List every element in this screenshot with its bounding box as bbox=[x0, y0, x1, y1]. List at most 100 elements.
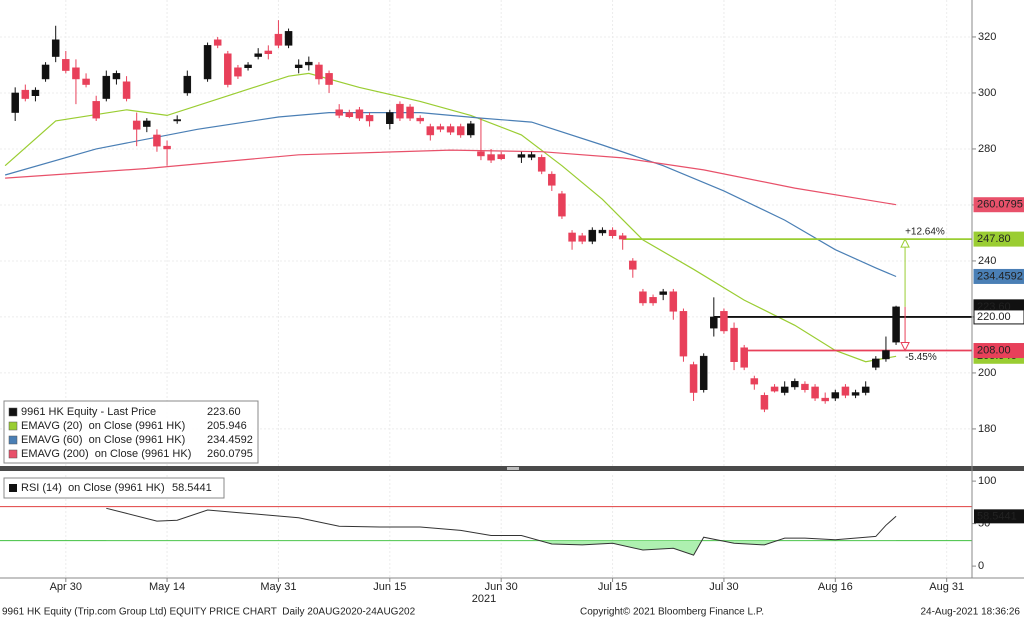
candle-body bbox=[679, 311, 688, 357]
candle-body bbox=[406, 106, 414, 119]
candle-body bbox=[62, 59, 70, 71]
candle-body bbox=[305, 61, 313, 66]
arrow-head bbox=[900, 342, 910, 352]
candle-body bbox=[578, 235, 586, 242]
rsi-oversold-area bbox=[539, 540, 778, 556]
x-tick-label: Jun 30 bbox=[485, 581, 518, 593]
x-tick-label: May 31 bbox=[260, 581, 296, 593]
candle-body bbox=[811, 386, 819, 399]
candle-body bbox=[730, 327, 738, 362]
candle-body bbox=[689, 364, 698, 393]
x-tick-label: Jul 15 bbox=[598, 581, 627, 593]
legend-label: RSI (14) on Close (9961 HK) bbox=[21, 482, 165, 494]
y-tick-label: 200 bbox=[978, 367, 996, 379]
candle-body bbox=[861, 386, 870, 393]
candle-body bbox=[325, 73, 333, 85]
candle-body bbox=[365, 115, 374, 122]
candle-body bbox=[132, 120, 141, 130]
candle-body bbox=[467, 123, 475, 136]
legend-swatch bbox=[8, 421, 18, 431]
candle-body bbox=[112, 73, 121, 80]
candle-body bbox=[639, 291, 647, 304]
x-tick-label: Aug 16 bbox=[818, 581, 853, 593]
candle-body bbox=[264, 50, 273, 55]
legend-box bbox=[3, 400, 259, 464]
legend-swatch bbox=[8, 407, 18, 417]
candle-body bbox=[82, 78, 90, 85]
candle-body bbox=[274, 33, 283, 46]
candle-body bbox=[659, 291, 667, 295]
candle-body bbox=[791, 381, 799, 388]
candle-body bbox=[224, 53, 232, 85]
candle-body bbox=[750, 378, 759, 385]
candle-body bbox=[153, 134, 161, 147]
candle-body bbox=[284, 31, 293, 46]
candle-body bbox=[669, 291, 678, 312]
change-label: -5.45% bbox=[905, 352, 937, 363]
candle-body bbox=[629, 260, 637, 270]
divider-handle bbox=[507, 467, 519, 470]
level-tag: 247.80 bbox=[977, 233, 1011, 245]
candle-body bbox=[618, 235, 627, 240]
candle-body bbox=[183, 75, 192, 94]
candle-body bbox=[497, 154, 505, 159]
candle-body bbox=[649, 297, 657, 304]
ema-line bbox=[4, 72, 897, 363]
legend-label: EMAVG (20) on Close (9961 HK) bbox=[21, 420, 185, 432]
candle-body bbox=[163, 145, 171, 150]
legend-value: 234.4592 bbox=[207, 434, 253, 446]
candle-body bbox=[801, 383, 809, 390]
y-tick-label: 0 bbox=[978, 560, 984, 572]
ema-tag-bg bbox=[973, 268, 1024, 284]
candle-body bbox=[335, 109, 343, 116]
candle-body bbox=[588, 229, 597, 242]
candle-body bbox=[213, 39, 222, 46]
candle-body bbox=[122, 81, 131, 99]
rsi-tag: 58.5441 bbox=[977, 510, 1017, 522]
x-tick-label: Aug 31 bbox=[929, 581, 964, 593]
candle-body bbox=[477, 151, 485, 157]
legend-box bbox=[3, 477, 225, 499]
candle-body bbox=[558, 193, 566, 217]
rsi-line bbox=[106, 507, 897, 556]
legend-label: EMAVG (200) on Close (9961 HK) bbox=[21, 448, 191, 460]
candle-body bbox=[821, 397, 829, 402]
level-tag-bg bbox=[973, 343, 1024, 359]
candle-body bbox=[396, 103, 404, 119]
candle-body bbox=[143, 120, 151, 127]
candle-body bbox=[11, 92, 19, 113]
ema-line bbox=[5, 149, 897, 206]
level-tag: 208.00 bbox=[977, 344, 1011, 356]
candle-body bbox=[436, 126, 445, 130]
candle-body bbox=[254, 53, 262, 57]
arrow-head bbox=[900, 237, 910, 248]
candle-body bbox=[699, 355, 708, 390]
candle-body bbox=[882, 350, 890, 360]
candle-body bbox=[517, 154, 526, 158]
candle-body bbox=[386, 112, 394, 124]
candle-body bbox=[426, 126, 435, 136]
candle-body bbox=[315, 64, 323, 80]
legend-label: EMAVG (60) on Close (9961 HK) bbox=[21, 434, 185, 446]
candle-body bbox=[294, 64, 303, 69]
ema-tag-bg bbox=[973, 197, 1024, 213]
candle-body bbox=[72, 67, 80, 80]
candle-body bbox=[345, 112, 354, 118]
footer-center: Copyright© 2021 Bloomberg Finance L.P. bbox=[580, 607, 764, 618]
x-tick-label: Jun 15 bbox=[373, 581, 406, 593]
change-label: +12.64% bbox=[905, 227, 945, 238]
y-tick-label: 280 bbox=[978, 143, 996, 155]
rsi-tag-bg bbox=[974, 509, 1024, 524]
candle-body bbox=[487, 154, 495, 161]
candle-body bbox=[173, 119, 181, 122]
candle-body bbox=[720, 311, 728, 332]
candle-body bbox=[92, 101, 100, 119]
candle-body bbox=[740, 347, 748, 368]
legend-value: 205.946 bbox=[207, 420, 247, 432]
candle-body bbox=[548, 173, 556, 186]
candle-body bbox=[51, 39, 60, 57]
candle-body bbox=[21, 89, 30, 99]
candle-body bbox=[416, 117, 424, 122]
candle-body bbox=[770, 386, 779, 392]
